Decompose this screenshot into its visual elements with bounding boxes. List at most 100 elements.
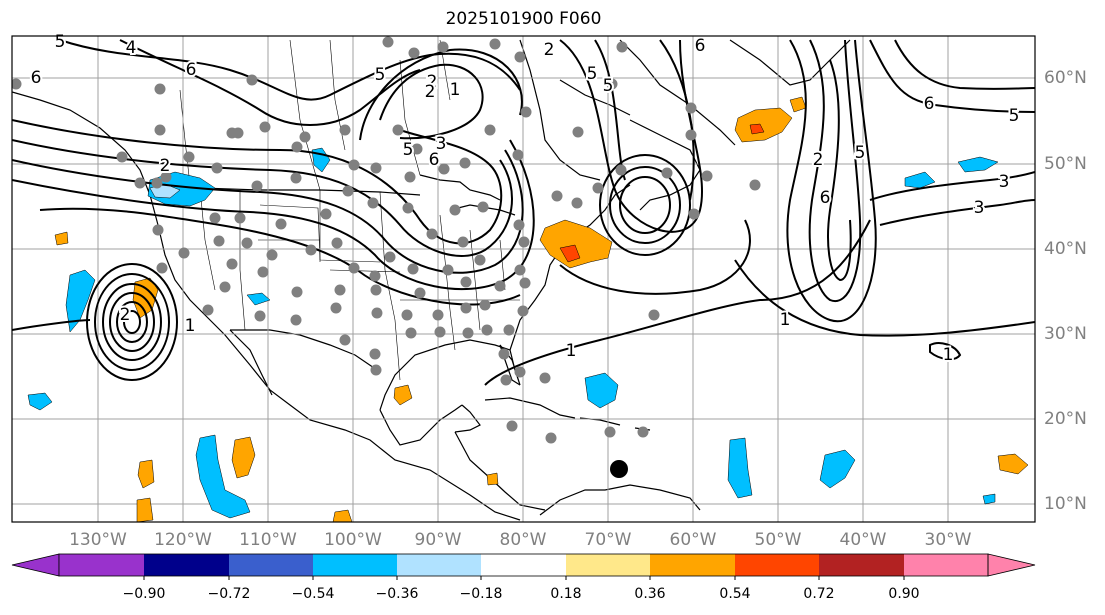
blue-area (957, 156, 999, 173)
lat-label: 20°N (1044, 409, 1087, 429)
colorbar-arrow-right (987, 553, 1036, 577)
lon-label: 50°W (755, 530, 802, 550)
orange-area (486, 472, 499, 486)
map-title: 2025101900 F060 (445, 9, 602, 29)
contour-label: 3 (999, 172, 1010, 192)
contour-label: 5 (375, 65, 386, 85)
contour-label: 5 (587, 64, 598, 84)
lat-label: 40°N (1044, 239, 1087, 259)
colorbar-tick: −0.54 (292, 586, 335, 602)
blue-area (727, 437, 753, 499)
contour-label: 4 (126, 38, 137, 58)
shaded-regions (27, 96, 1029, 522)
map-frame (11, 35, 1036, 523)
lon-label: 90°W (415, 530, 462, 550)
colorbar-segment (735, 554, 819, 576)
colorbar-tick: −0.18 (460, 586, 503, 602)
contour-label: 6 (695, 36, 706, 56)
contour-label: 2 (813, 150, 824, 170)
lat-label: 50°N (1044, 154, 1087, 174)
contour-label: 1 (450, 80, 461, 100)
orange-area (393, 384, 413, 406)
lat-label: 60°N (1044, 68, 1087, 88)
lon-label: 70°W (585, 530, 632, 550)
colorbar-tick: 0.36 (634, 586, 665, 602)
colorbar-segment (144, 554, 229, 576)
lon-label: 30°W (925, 530, 972, 550)
contour-label: 1 (943, 345, 954, 365)
gridlines (12, 36, 1035, 522)
contour-label: 6 (429, 150, 440, 170)
colorbar-segment (59, 554, 144, 576)
lon-label: 100°W (324, 530, 382, 550)
contour-label: 2 (544, 40, 555, 60)
contour-label: 1 (185, 316, 196, 336)
orange-area (559, 244, 581, 263)
orange-area (997, 453, 1029, 475)
colorbar-tick: 0.54 (719, 586, 750, 602)
contour-label: 2 (427, 72, 438, 92)
colorbar-tick: 0.18 (550, 586, 581, 602)
blue-area (27, 392, 53, 411)
blue-area (982, 493, 996, 505)
colorbar-segment (819, 554, 904, 576)
colorbar-tick: −0.72 (208, 586, 251, 602)
blue-area (904, 171, 936, 189)
station-dots (12, 36, 761, 444)
contour-labels: 4 6 6 5 5 2 1 5 2 3 5 6 2 1 5 6 2 2 3 3 … (29, 30, 1022, 367)
contour-label: 5 (855, 143, 866, 163)
blue-area (195, 434, 251, 519)
contour-label: 6 (820, 188, 831, 208)
contour-label: 5 (403, 140, 414, 160)
orange-area (136, 497, 154, 522)
colorbar-segment (481, 554, 566, 576)
blue-area (584, 372, 619, 409)
lat-label: 30°N (1044, 324, 1087, 344)
colorbar-tick: −0.36 (376, 586, 419, 602)
blue-area (246, 292, 271, 306)
lat-label: 10°N (1044, 494, 1087, 514)
colorbar-segment (229, 554, 313, 576)
colorbar-tick: 0.90 (888, 586, 919, 602)
contour-label: 6 (31, 68, 42, 88)
lon-labels: 130°W 120°W 110°W 100°W 90°W 80°W 70°W 6… (69, 530, 972, 550)
orange-area (734, 107, 793, 143)
contour-label: 5 (1009, 106, 1020, 126)
colorbar-tick: 0.72 (803, 586, 834, 602)
orange-area (54, 231, 69, 246)
lon-label: 80°W (500, 530, 547, 550)
contour-label: 2 (425, 82, 436, 102)
contour-label: 3 (974, 198, 985, 218)
contours (12, 39, 1035, 386)
lon-label: 40°W (840, 530, 887, 550)
contour-label: 5 (603, 76, 614, 96)
orange-area (332, 509, 353, 522)
contour-label: 2 (120, 305, 131, 325)
contour-label: 6 (186, 60, 197, 80)
lon-label: 130°W (69, 530, 127, 550)
orange-area (137, 459, 155, 489)
colorbar-segment (397, 554, 481, 576)
lon-label: 120°W (154, 530, 212, 550)
orange-area (231, 436, 256, 479)
colorbar-segment (566, 554, 650, 576)
colorbar-arrow-left (11, 553, 60, 577)
colorbar-segment (313, 554, 397, 576)
lon-label: 60°W (670, 530, 717, 550)
contour-label: 5 (55, 32, 66, 52)
blue-area (65, 269, 96, 333)
contour-label: 3 (436, 134, 447, 154)
colorbar-segment (650, 554, 735, 576)
contour-label: 2 (160, 156, 171, 176)
lat-labels: 60°N 50°N 40°N 30°N 20°N 10°N (1044, 68, 1087, 514)
contour-label: 1 (780, 310, 791, 330)
lon-label: 110°W (239, 530, 297, 550)
blue-area (819, 449, 856, 489)
orange-area (539, 219, 613, 269)
orange-area (749, 123, 765, 135)
colorbar: −0.90 −0.72 −0.54 −0.36 −0.18 0.18 0.36 … (11, 553, 1036, 602)
contour-label: 1 (566, 341, 577, 361)
colorbar-segment (904, 554, 988, 576)
contour-label: 6 (924, 94, 935, 114)
